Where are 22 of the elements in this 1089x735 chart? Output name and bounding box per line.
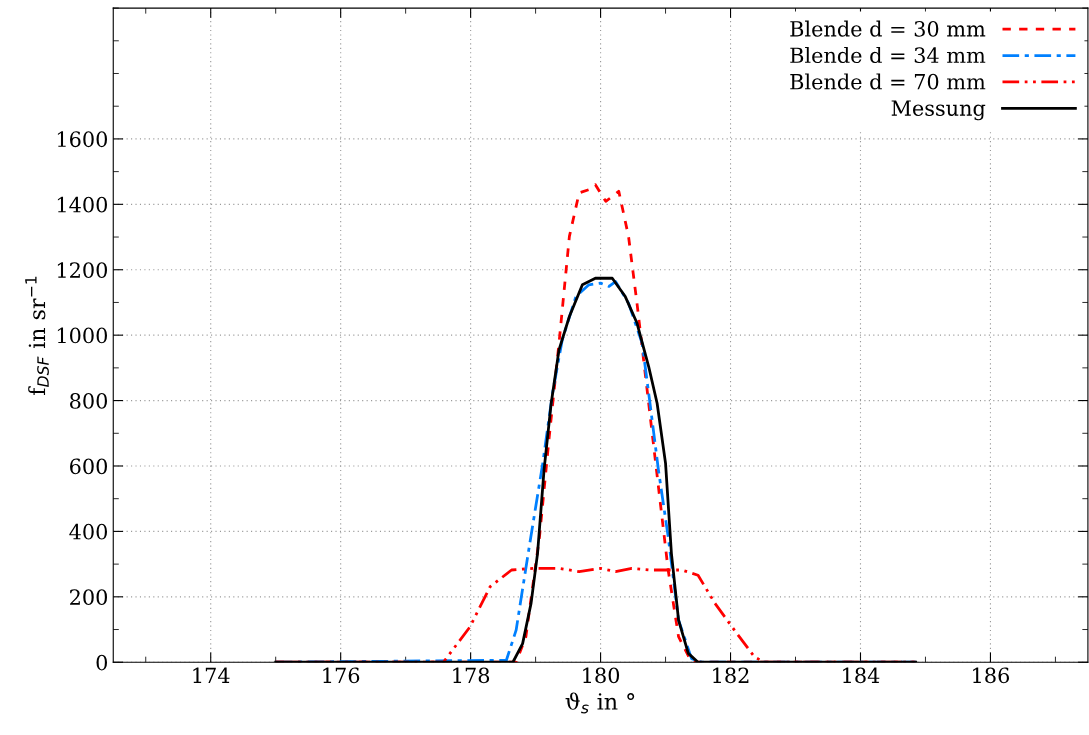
x-tick-label: 184: [843, 667, 880, 684]
legend-label: Blende d = 70 mm: [790, 73, 986, 90]
y-axis-title: f$_{DSF}$ in sr$^{−1}$: [25, 276, 49, 396]
y-tick-label: 1000: [57, 327, 108, 344]
y-tick-label: 400: [69, 523, 108, 540]
legend-label: Blende d = 30 mm: [790, 20, 986, 37]
y-tick-label: 0: [96, 654, 108, 671]
x-tick-label: 180: [583, 667, 620, 684]
y-tick-label: 1400: [57, 196, 108, 213]
y-tick-label: 200: [70, 589, 108, 606]
legend-label: Messung: [891, 100, 986, 121]
y-tick-label: 600: [70, 458, 108, 475]
x-axis-title: ϑ$_{s}$ in °: [565, 692, 635, 714]
legend-label: Blende d = 34 mm: [790, 47, 986, 64]
y-tick-label: 1600: [57, 131, 108, 148]
x-tick-label: 178: [453, 667, 490, 684]
x-tick-label: 186: [973, 667, 1010, 684]
x-tick-label: 182: [713, 667, 749, 684]
y-tick-label: 800: [70, 393, 108, 409]
x-tick-label: 176: [323, 667, 360, 684]
y-tick-label: 1200: [57, 262, 108, 278]
x-tick-label: 174: [193, 667, 230, 683]
